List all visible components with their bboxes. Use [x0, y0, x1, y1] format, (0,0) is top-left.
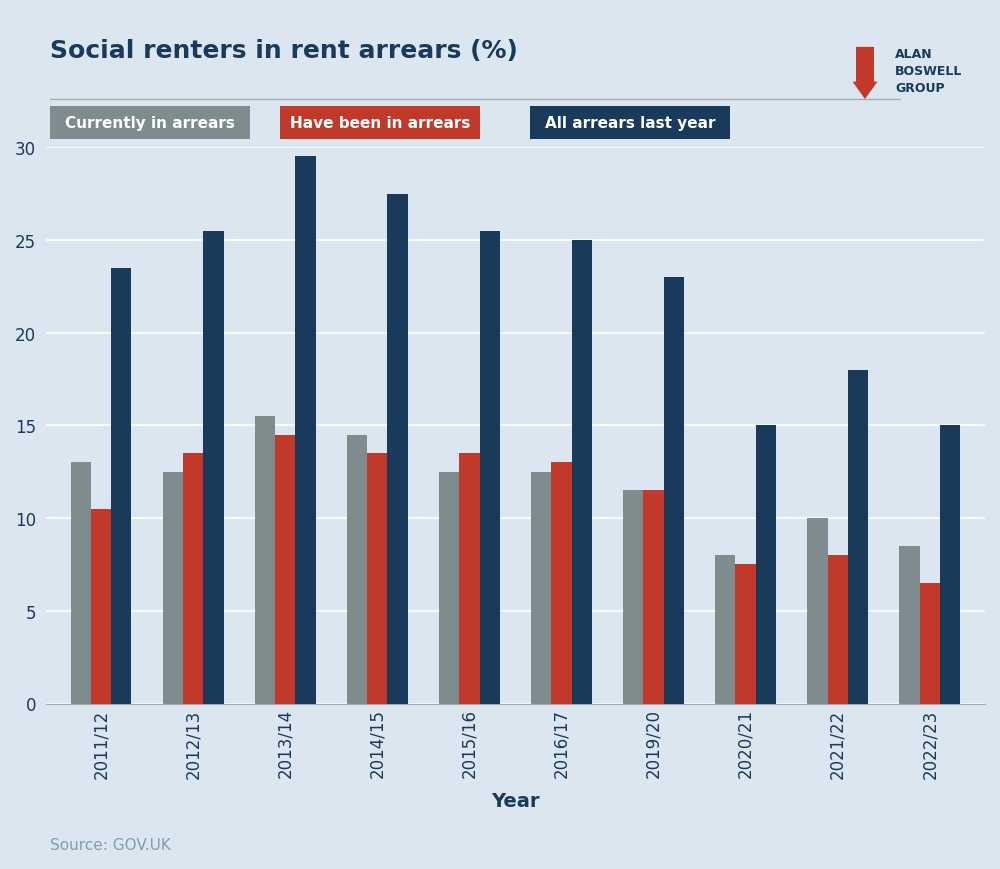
Bar [347, 435, 367, 704]
Bar [480, 231, 500, 704]
Bar [71, 463, 91, 704]
Bar [531, 472, 551, 704]
Bar [295, 157, 316, 704]
Text: All arrears last year: All arrears last year [545, 116, 715, 131]
Bar [807, 519, 828, 704]
Bar [664, 278, 684, 704]
Bar [572, 241, 592, 704]
Bar [899, 547, 920, 704]
Bar [275, 435, 295, 704]
Text: Currently in arrears: Currently in arrears [65, 116, 235, 131]
Bar [623, 491, 643, 704]
Bar [439, 472, 459, 704]
Bar [920, 583, 940, 704]
Bar [735, 565, 756, 704]
Bar [387, 195, 408, 704]
Text: Social renters in rent arrears (%): Social renters in rent arrears (%) [50, 39, 518, 63]
Bar [459, 454, 480, 704]
Bar [183, 454, 203, 704]
Bar [940, 426, 960, 704]
Bar [715, 555, 735, 704]
Bar [91, 509, 111, 704]
Bar [255, 416, 275, 704]
Bar [756, 426, 776, 704]
Text: ALAN
BOSWELL
GROUP: ALAN BOSWELL GROUP [895, 48, 962, 95]
X-axis label: Year: Year [491, 792, 540, 811]
Bar [203, 231, 224, 704]
Bar [848, 370, 868, 704]
Bar [163, 472, 183, 704]
Text: Have been in arrears: Have been in arrears [290, 116, 470, 131]
Bar [828, 555, 848, 704]
Bar [111, 269, 131, 704]
Bar [367, 454, 387, 704]
Text: Source: GOV.UK: Source: GOV.UK [50, 837, 171, 852]
Bar [551, 463, 572, 704]
Bar [643, 491, 664, 704]
